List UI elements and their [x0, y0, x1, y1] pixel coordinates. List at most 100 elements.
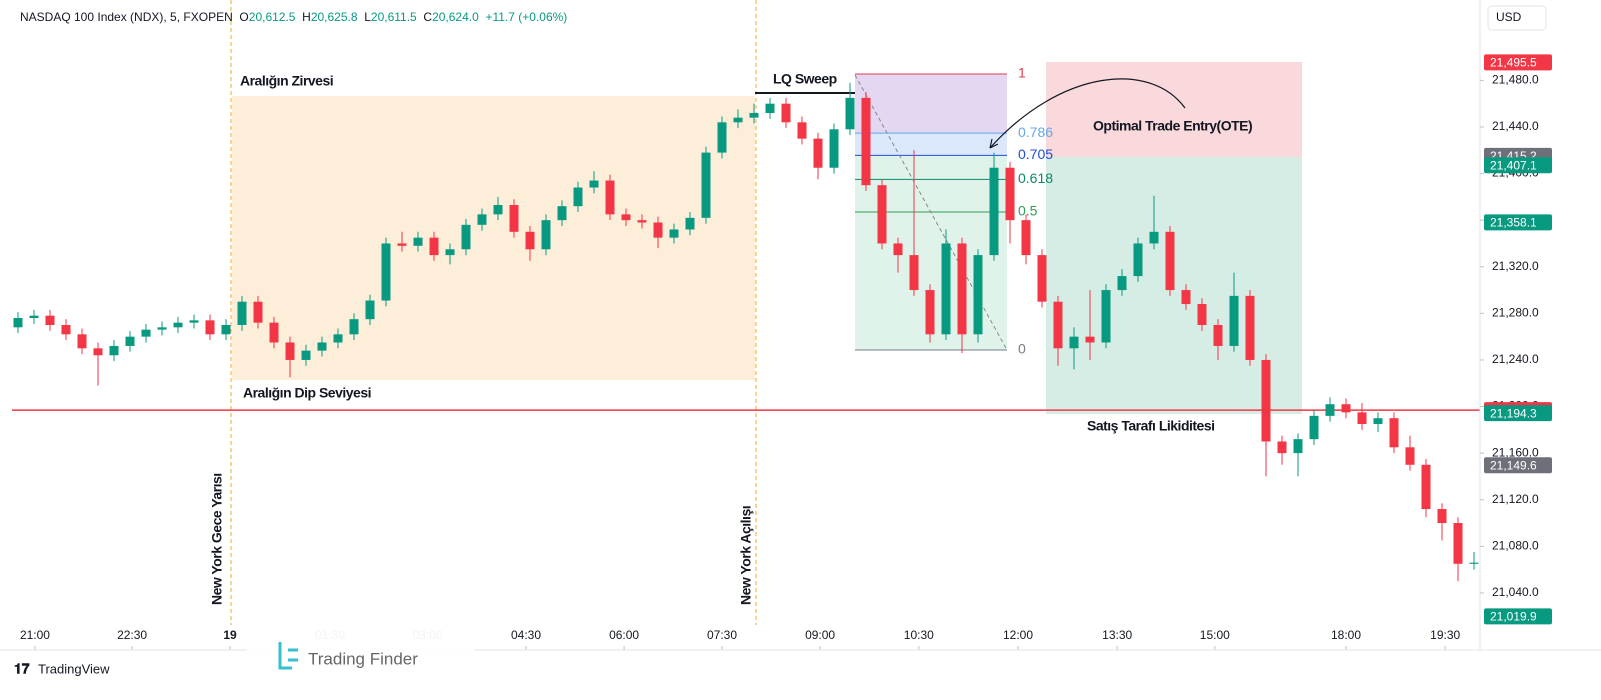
- candle-body: [893, 243, 903, 256]
- annotation: Satış Tarafı Likiditesi: [1087, 418, 1215, 434]
- brand: Trading Finder: [308, 649, 418, 668]
- candle-body: [141, 329, 151, 337]
- candle-body: [1053, 301, 1063, 349]
- candle-body: [205, 320, 215, 335]
- candle-body: [1021, 220, 1031, 256]
- candle-body: [333, 334, 343, 343]
- stop-zone: [1046, 62, 1302, 157]
- candle-body: [813, 138, 823, 168]
- candle-body: [477, 214, 487, 225]
- y-tick-label: 21,080.0: [1492, 538, 1539, 552]
- candle-body: [781, 103, 791, 123]
- x-tick-label: 19:30: [1430, 628, 1460, 642]
- ohlc-value: 20,625.8: [310, 10, 358, 24]
- candle-body: [1005, 167, 1015, 221]
- price-tag-label: 21,194.3: [1490, 406, 1537, 420]
- candle-body: [541, 220, 551, 250]
- y-tick-label: 21,280.0: [1492, 306, 1539, 320]
- annotation: Aralığın Zirvesi: [240, 73, 333, 89]
- candle-body: [925, 290, 935, 335]
- candle-body: [621, 214, 631, 221]
- fib-label: 0.705: [1018, 146, 1053, 162]
- annotation: New York Açılışı: [738, 506, 754, 605]
- ohlc-label: L: [364, 10, 371, 24]
- candle-body: [1341, 404, 1351, 413]
- candle-body: [589, 180, 599, 188]
- x-tick-label: 22:30: [117, 628, 147, 642]
- y-tick-label: 21,240.0: [1492, 352, 1539, 366]
- y-tick-label: 21,160.0: [1492, 445, 1539, 459]
- candle-body: [957, 243, 967, 335]
- candle-body: [605, 180, 615, 215]
- price-tag-label: 21,495.5: [1490, 55, 1537, 69]
- currency[interactable]: USD: [1496, 10, 1522, 24]
- fib-zone: [855, 155, 1007, 180]
- candle-body: [285, 342, 295, 360]
- price-tag: [1484, 54, 1552, 71]
- x-tick-label: 04:30: [511, 628, 541, 642]
- brand: TradingView: [38, 661, 110, 676]
- candle-body: [717, 122, 727, 153]
- candle-body: [429, 237, 439, 256]
- price-tag: [1484, 457, 1552, 474]
- price-tag: [1484, 608, 1552, 625]
- fib-label: 0.5: [1018, 203, 1038, 219]
- currency-button[interactable]: [1487, 5, 1547, 31]
- candle-body: [1197, 304, 1207, 325]
- candle-body: [669, 229, 679, 238]
- x-tick-label: 12:00: [1003, 628, 1033, 642]
- candle-body: [1453, 523, 1463, 564]
- candle-body: [1437, 509, 1447, 524]
- candle-body: [397, 243, 407, 246]
- ohlc-value: 20,611.5: [370, 10, 417, 24]
- candle-body: [109, 345, 119, 356]
- candle-body: [365, 300, 375, 320]
- candle-body: [349, 319, 359, 335]
- ohlc-value: 20,624.0: [432, 10, 479, 24]
- logo-backdrop: [232, 630, 490, 690]
- candle-body: [685, 217, 695, 230]
- candle-body: [941, 243, 951, 335]
- x-tick-label: 19: [223, 628, 237, 642]
- candle-body: [637, 220, 647, 223]
- candle-body: [573, 187, 583, 207]
- candle-body: [445, 249, 455, 256]
- candle-body: [557, 206, 567, 221]
- candle-body: [269, 322, 279, 343]
- candle-body: [973, 255, 983, 335]
- candle-body: [733, 117, 743, 123]
- price-tag: [1484, 214, 1552, 231]
- y-tick-label: 21,440.0: [1492, 119, 1539, 133]
- y-tick-label: 21,320.0: [1492, 259, 1539, 273]
- candle-body: [1357, 412, 1367, 425]
- x-tick-label: 18:00: [1331, 628, 1361, 642]
- ohlc-value: 20,612.5: [248, 10, 296, 24]
- candle-body: [45, 315, 55, 325]
- candle-body: [653, 222, 663, 238]
- candle-body: [1277, 441, 1287, 454]
- candle-body: [1325, 404, 1335, 416]
- candle-body: [1229, 295, 1239, 346]
- candle-body: [1421, 464, 1431, 510]
- y-tick-label: 21,480.0: [1492, 73, 1539, 87]
- header: NASDAQ 100 Index (NDX), 5, FXOPEN O20,61…: [20, 10, 567, 24]
- candle-body: [1373, 418, 1383, 425]
- price-tag-label: 21,149.6: [1490, 458, 1537, 472]
- candle-body: [381, 243, 391, 301]
- candle-body: [1213, 325, 1223, 346]
- fib-label: 0.618: [1018, 170, 1053, 186]
- ote-arrowhead: [989, 138, 999, 149]
- candle-body: [1133, 243, 1143, 277]
- fib-label: 0.786: [1018, 124, 1053, 140]
- candle-body: [845, 97, 855, 130]
- candle-body: [749, 112, 759, 118]
- candle-body: [1181, 290, 1191, 305]
- fib-zone: [855, 133, 1007, 156]
- candle-body: [1469, 562, 1479, 564]
- tv-icon: 𝟏𝟕: [14, 661, 30, 677]
- candle-body: [1389, 418, 1399, 448]
- candle-body: [221, 325, 231, 335]
- candle-body: [93, 348, 103, 356]
